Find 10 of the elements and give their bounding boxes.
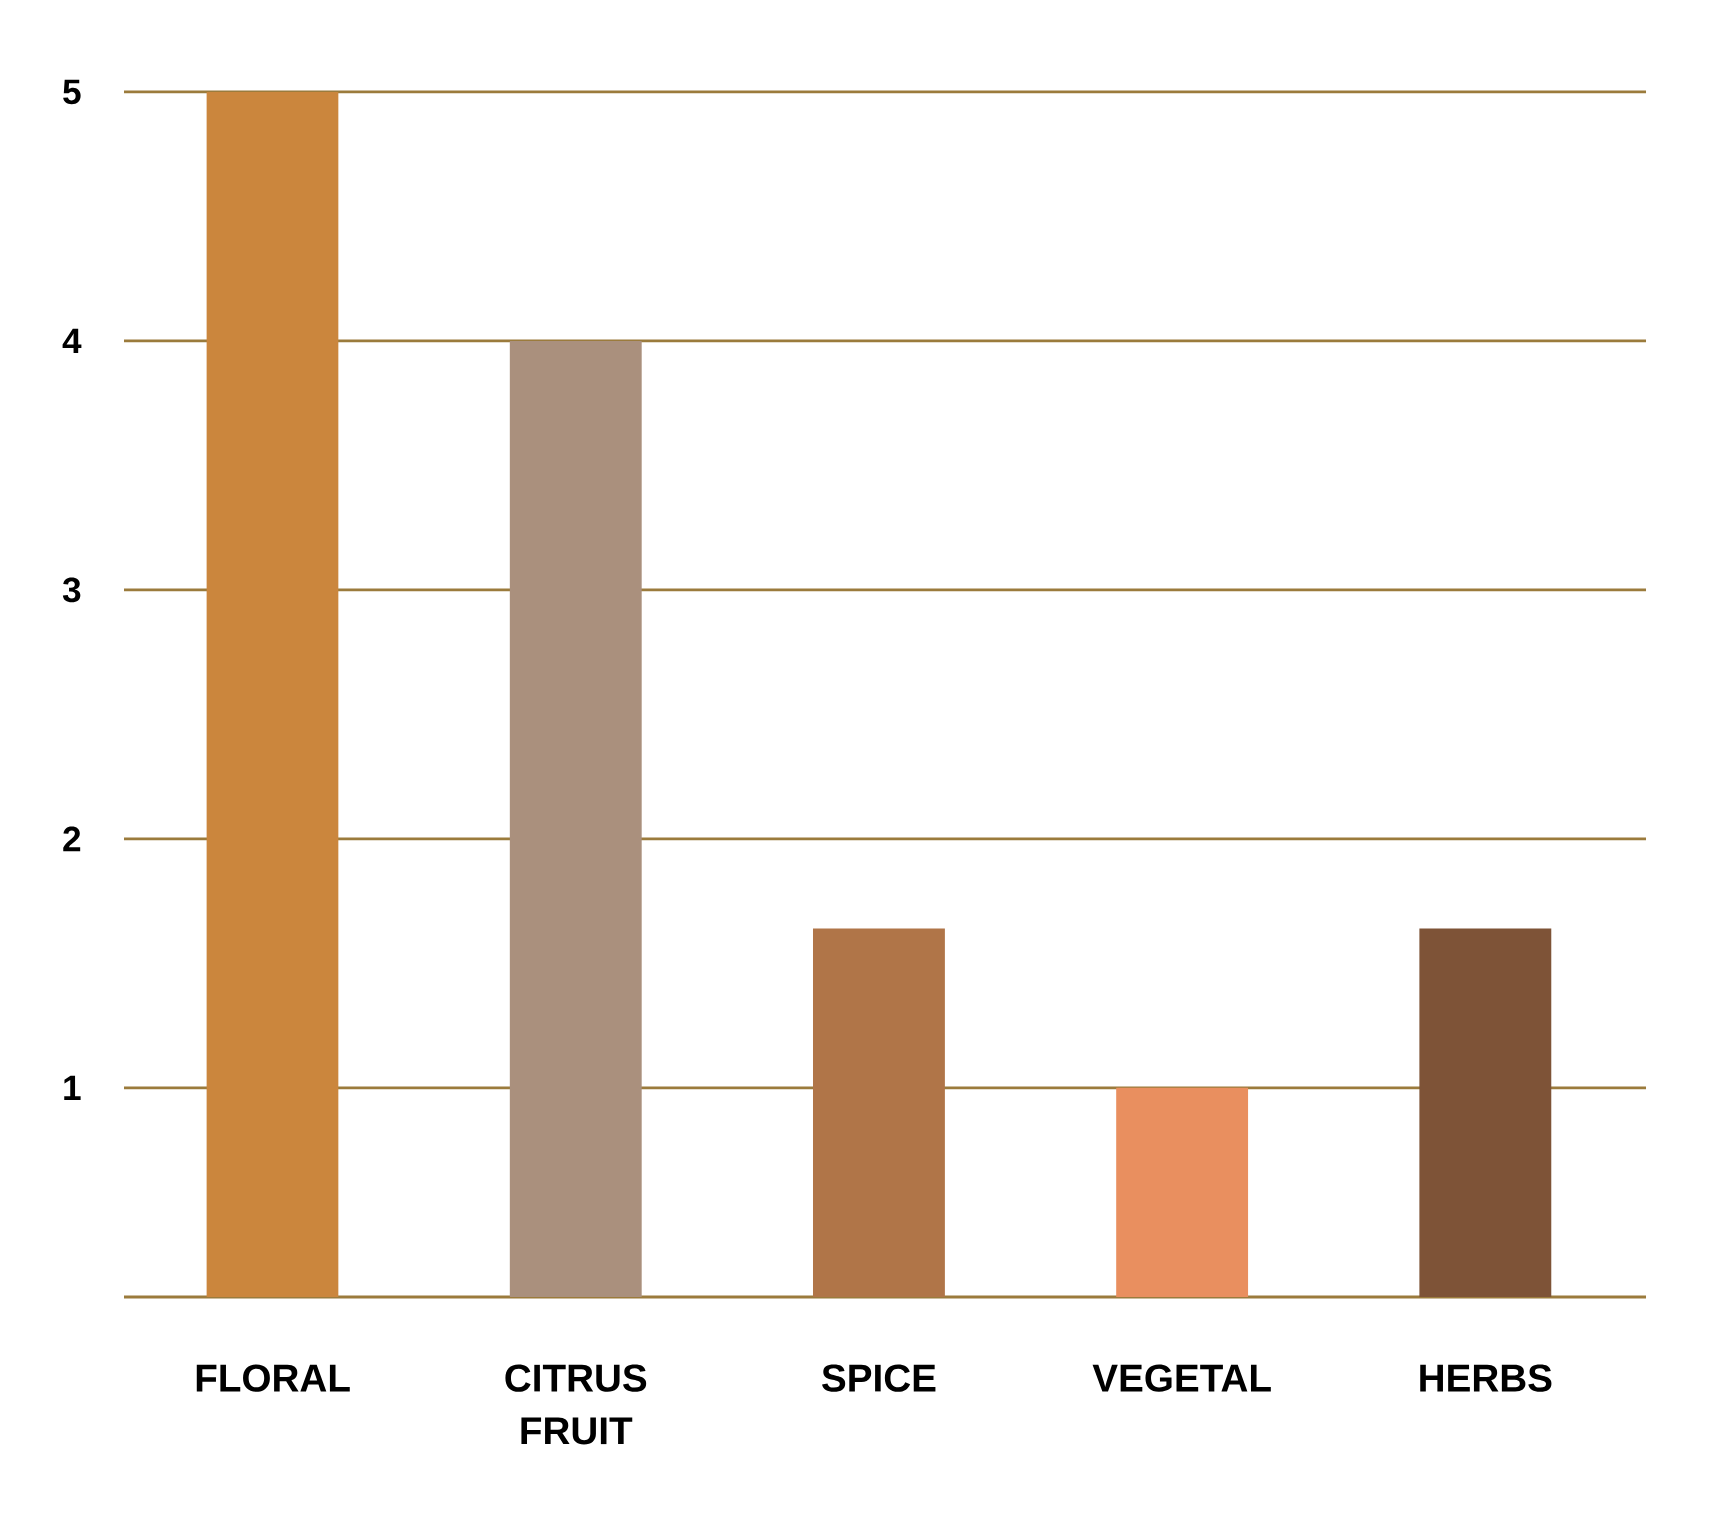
x-tick-label: CITRUS FRUIT xyxy=(505,1364,647,1445)
x-tick-label: FLORAL xyxy=(196,1364,350,1392)
x-tick-label: HERBS xyxy=(1420,1364,1552,1392)
y-tick-label: 5 xyxy=(63,79,81,105)
y-tick-label: 1 xyxy=(64,1075,81,1100)
y-tick-label: 2 xyxy=(63,826,81,852)
y-tick-label: 4 xyxy=(62,328,82,354)
x-tick-label: SPICE xyxy=(822,1364,936,1392)
y-tick-label: 3 xyxy=(62,577,81,603)
x-tick-label: VEGETAL xyxy=(1092,1364,1271,1392)
